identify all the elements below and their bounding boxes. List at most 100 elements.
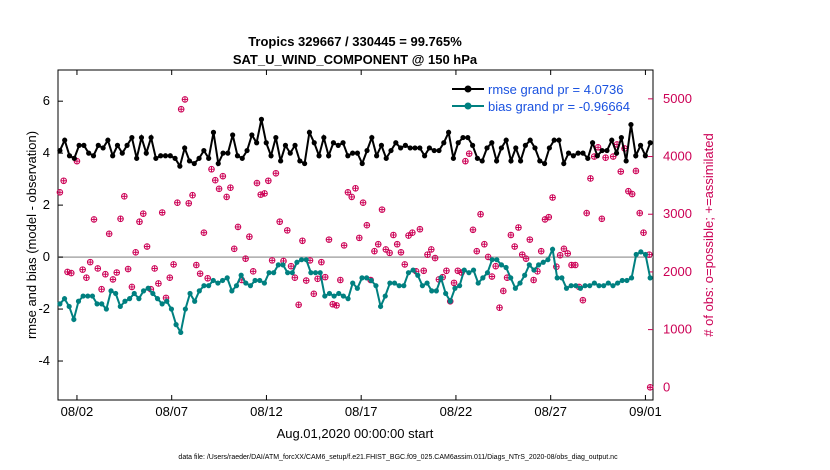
bias-point (168, 306, 175, 312)
rmse-point (532, 145, 538, 151)
rmse-point (196, 155, 202, 161)
rmse-point (460, 134, 466, 141)
rmse-point (249, 132, 255, 138)
bias-point (266, 270, 272, 276)
rmse-series (57, 116, 653, 169)
bias-point (647, 275, 653, 281)
obs-marker (340, 242, 348, 249)
obs-marker (416, 225, 424, 233)
x-tick-label: 08/07 (155, 404, 188, 419)
bias-point (178, 329, 184, 336)
obs-marker (83, 274, 90, 281)
obs-marker (556, 251, 564, 259)
rmse-point (129, 134, 135, 141)
bias-point (340, 293, 347, 299)
rmse-point (95, 142, 101, 148)
rmse-point (613, 150, 620, 156)
bias-point (554, 275, 560, 281)
obs-marker (136, 218, 143, 226)
rmse-point (541, 160, 548, 167)
obs-marker (386, 249, 393, 257)
bias-point (136, 296, 142, 302)
bias-point (605, 280, 611, 286)
rmse-point (436, 147, 442, 154)
obs-marker (382, 246, 390, 253)
bias-point (71, 316, 77, 323)
bias-point (382, 293, 388, 299)
bias-point (85, 293, 91, 299)
legend-rmse-marker (464, 85, 472, 93)
rmse-point (426, 145, 433, 151)
y-right-tick-label: 5000 (663, 91, 692, 106)
obs-marker (196, 270, 204, 277)
obs-marker (261, 190, 268, 197)
bias-point (94, 301, 100, 307)
obs-marker (170, 261, 177, 268)
rmse-point (273, 134, 279, 141)
bias-point (591, 280, 597, 286)
bias-point (619, 277, 625, 284)
obs-marker (333, 302, 340, 309)
rmse-point (297, 158, 303, 164)
rmse-point (604, 147, 610, 154)
bias-point (252, 277, 258, 284)
bias-point (182, 306, 188, 312)
obs-marker (337, 276, 344, 284)
obs-marker (314, 275, 321, 283)
bias-point (117, 303, 123, 310)
rmse-point (551, 137, 557, 143)
rmse-point (110, 153, 116, 159)
obs-marker (102, 270, 109, 278)
obs-marker (632, 167, 640, 175)
bias-point (443, 290, 449, 297)
rmse-point (158, 153, 164, 159)
bias-point (154, 296, 161, 302)
bias-point (75, 298, 82, 304)
rmse-point (263, 140, 269, 146)
rmse-point (230, 132, 236, 138)
y-left-tick-label: 6 (43, 93, 50, 108)
rmse-point (258, 116, 265, 122)
obs-marker (572, 261, 579, 269)
obs-marker (393, 240, 401, 248)
obs-marker (73, 157, 81, 165)
bias-point (271, 270, 277, 276)
obs-marker (492, 262, 500, 270)
rmse-point (637, 142, 644, 148)
rmse-point (321, 134, 327, 141)
x-tick-label: 09/01 (629, 404, 662, 419)
bias-point (224, 275, 230, 281)
rmse-point (407, 145, 413, 151)
rmse-point (191, 160, 197, 167)
obs-marker (155, 280, 162, 287)
bias-point (215, 280, 221, 286)
rmse-point (628, 121, 634, 128)
obs-marker (537, 247, 545, 255)
obs-marker (132, 249, 139, 256)
obs-marker (515, 224, 522, 231)
bias-point (196, 288, 202, 294)
obs-marker (329, 300, 337, 308)
bias-point (536, 262, 542, 268)
obs-marker (139, 210, 147, 217)
rmse-point (493, 158, 500, 164)
rmse-point (215, 160, 221, 167)
bias-point (466, 270, 472, 276)
rmse-point (527, 137, 533, 143)
bias-point (410, 267, 416, 273)
obs-marker (473, 247, 481, 255)
obs-marker (522, 255, 530, 262)
rmse-point (561, 160, 567, 167)
bias-point (312, 270, 319, 276)
obs-marker (219, 172, 227, 180)
rmse-point (388, 147, 394, 154)
x-label: Aug.01,2020 00:00:00 start (277, 426, 434, 441)
rmse-point (239, 155, 245, 161)
x-tick-label: 08/27 (534, 404, 567, 419)
bias-point (99, 301, 105, 307)
bias-point (526, 262, 532, 268)
obs-marker (86, 258, 94, 266)
obs-marker (401, 261, 409, 268)
rmse-point (585, 155, 591, 161)
bias-point (503, 264, 509, 271)
